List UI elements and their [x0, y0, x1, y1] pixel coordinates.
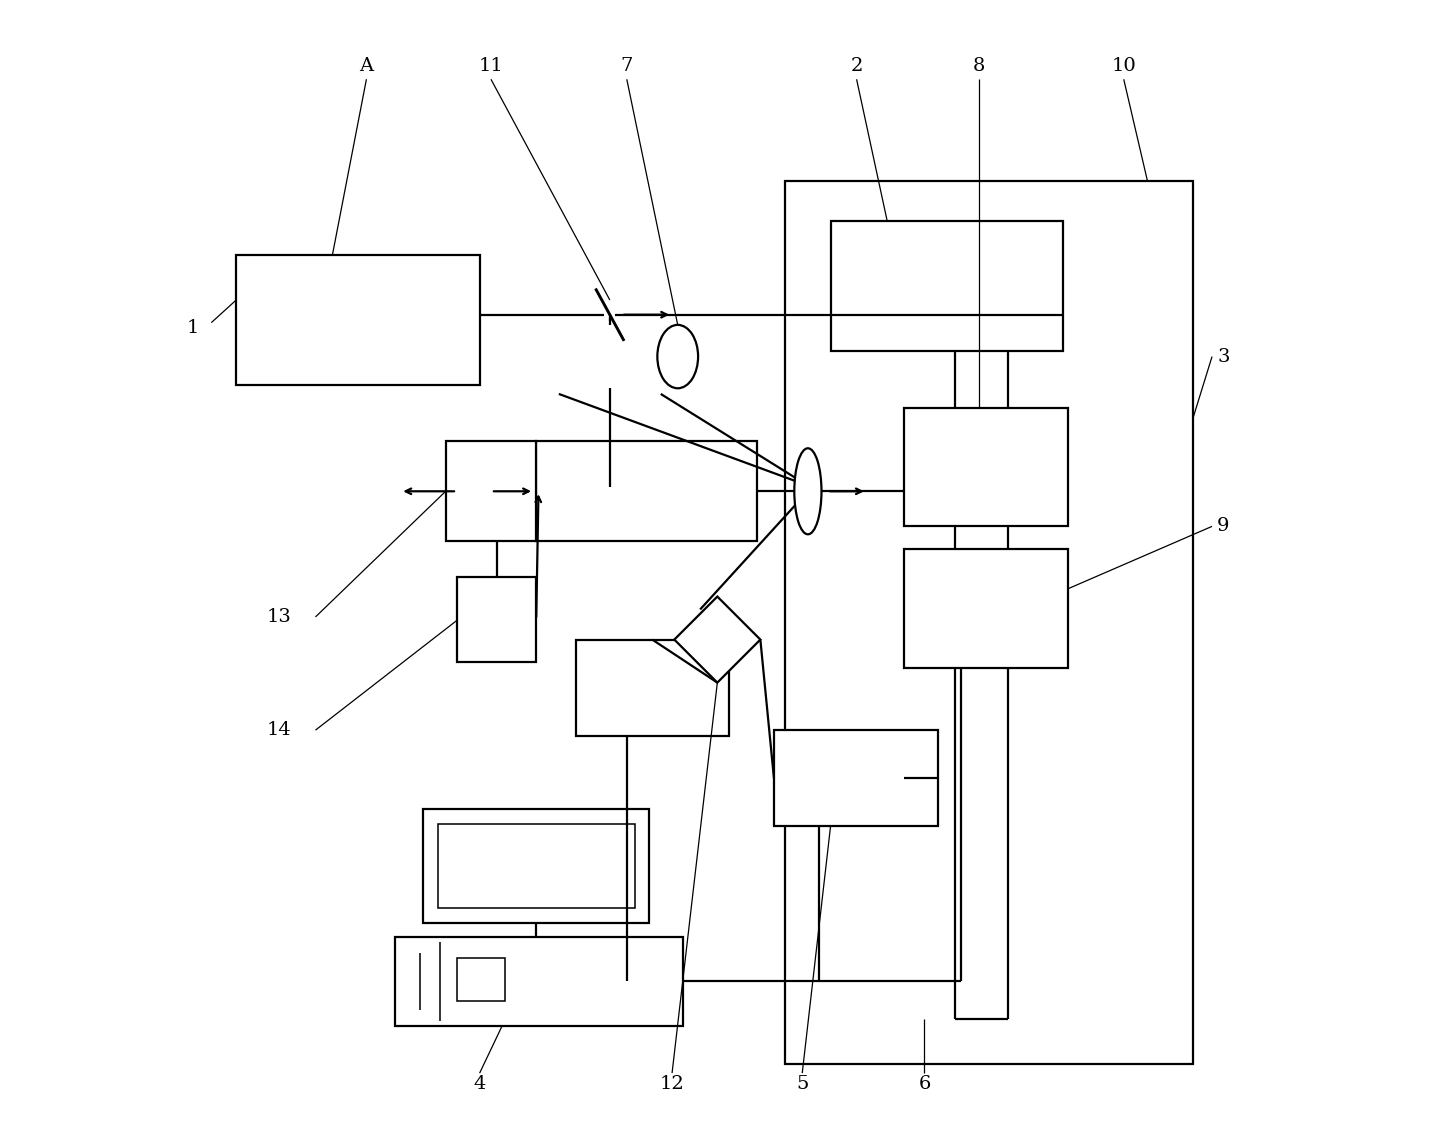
- Bar: [785, 181, 1193, 1064]
- Bar: [424, 809, 649, 923]
- Text: 14: 14: [268, 721, 292, 739]
- Text: 7: 7: [620, 57, 633, 75]
- Bar: [536, 441, 756, 541]
- Bar: [438, 824, 635, 908]
- Bar: [904, 408, 1069, 526]
- Bar: [830, 221, 1063, 351]
- Text: 2: 2: [850, 57, 863, 75]
- Text: 13: 13: [268, 608, 292, 626]
- Text: 6: 6: [918, 1075, 931, 1094]
- Ellipse shape: [794, 448, 821, 534]
- Text: 5: 5: [797, 1075, 808, 1094]
- Ellipse shape: [658, 325, 698, 388]
- Bar: [774, 730, 938, 826]
- Bar: [904, 549, 1069, 668]
- Polygon shape: [674, 597, 761, 683]
- Text: 4: 4: [473, 1075, 486, 1094]
- Text: 1: 1: [187, 319, 200, 337]
- Bar: [236, 255, 480, 385]
- Bar: [457, 958, 505, 1001]
- Bar: [457, 577, 536, 662]
- Text: 9: 9: [1218, 517, 1229, 535]
- Text: 12: 12: [659, 1075, 684, 1094]
- Bar: [445, 441, 536, 541]
- Bar: [576, 640, 729, 736]
- Text: 11: 11: [479, 57, 503, 75]
- Text: A: A: [360, 57, 373, 75]
- Text: 3: 3: [1218, 348, 1229, 366]
- Bar: [395, 937, 684, 1026]
- Text: 8: 8: [973, 57, 985, 75]
- Text: 10: 10: [1112, 57, 1137, 75]
